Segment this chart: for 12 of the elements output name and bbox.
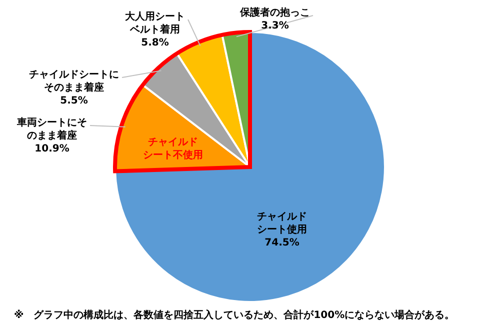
slice-label: チャイルドシート使用 — [257, 212, 307, 236]
data-label: 5.5% — [60, 96, 88, 107]
data-label: 10.9% — [34, 144, 70, 155]
slice-label: 車両シートにそのまま着座 — [16, 116, 87, 142]
data-label: 3.3% — [261, 20, 289, 32]
text: ※ グラフ中の構成比は、各数値を四捨五入しているため、合計が100%にならない場合がある。 — [14, 308, 455, 322]
data-label: 74.5% — [264, 238, 300, 249]
text: チャイルドシート不使用 — [142, 136, 203, 161]
slice-label: 保護者の抱っこ — [239, 6, 310, 19]
slice-label: チャイルドシートにそのまま着座 — [29, 70, 119, 94]
slice-label: 大人用シートベルト着用 — [124, 10, 185, 36]
data-label: 5.8% — [141, 38, 169, 49]
